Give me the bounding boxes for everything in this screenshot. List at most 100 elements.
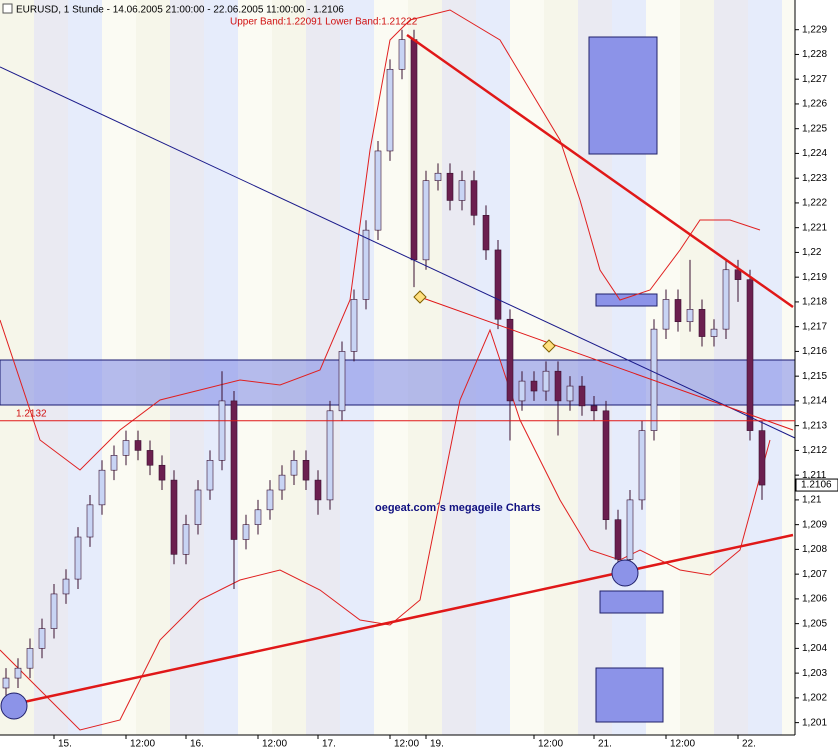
candle-body <box>482 215 490 251</box>
chart-title: EURUSD, 1 Stunde - 14.06.2005 21:00:00 -… <box>16 5 344 16</box>
candle-body <box>506 318 514 402</box>
candle-body <box>578 385 586 407</box>
box <box>599 590 664 614</box>
y-tick-label: 1,204 <box>802 643 827 654</box>
candle-body <box>518 380 526 402</box>
x-tick-label: 12:00 <box>670 739 695 750</box>
candle-body <box>230 400 238 540</box>
candle-body <box>50 593 58 629</box>
candle-body <box>614 519 622 560</box>
candle-body <box>302 460 310 481</box>
y-tick-label: 1,211 <box>802 470 827 481</box>
y-tick-label: 1,217 <box>802 321 827 332</box>
x-tick-label: 12:00 <box>262 739 287 750</box>
price-line-label: 1.2132 <box>16 408 47 419</box>
candle-body <box>638 430 646 501</box>
x-tick-label: 21. <box>598 739 612 750</box>
candle-body <box>38 628 46 649</box>
candle-body <box>662 299 670 330</box>
candle-body <box>710 328 718 337</box>
y-tick-label: 1,225 <box>802 123 827 134</box>
box <box>595 293 658 307</box>
y-tick-label: 1,205 <box>802 618 827 629</box>
candle-body <box>122 440 130 456</box>
candle-body <box>266 489 274 511</box>
last-price-label: 1.2106 <box>801 480 832 491</box>
candle-body <box>758 430 766 486</box>
y-tick-label: 1,227 <box>802 74 827 85</box>
y-tick-label: 1,22 <box>802 247 822 258</box>
candle-body <box>170 479 178 555</box>
candle-body <box>206 460 214 491</box>
y-tick-label: 1,228 <box>802 49 827 60</box>
candle-body <box>398 39 406 70</box>
indicator-label: Upper Band:1.22091 Lower Band:1.21222 <box>230 17 418 28</box>
candle-body <box>674 299 682 323</box>
box <box>588 36 658 155</box>
y-tick-label: 1,219 <box>802 272 827 283</box>
candle-body <box>698 309 706 337</box>
y-tick-label: 1,206 <box>802 594 827 605</box>
y-tick-label: 1,226 <box>802 99 827 110</box>
candle-body <box>446 172 454 201</box>
y-tick-label: 1,207 <box>802 569 827 580</box>
candle-body <box>2 677 10 689</box>
x-tick-label: 12:00 <box>130 739 155 750</box>
candle-body <box>146 450 154 466</box>
y-tick-label: 1,223 <box>802 173 827 184</box>
candle-body <box>158 464 166 481</box>
y-tick-label: 1,208 <box>802 544 827 555</box>
candle-body <box>134 440 142 451</box>
candle-body <box>434 172 442 181</box>
upper-band <box>0 9 761 471</box>
candle-body <box>746 279 754 431</box>
y-tick-label: 1,224 <box>802 148 827 159</box>
candle-body <box>98 469 106 506</box>
anchor <box>542 339 556 353</box>
x-tick-label: 16. <box>190 739 204 750</box>
candle-body <box>110 455 118 471</box>
y-tick-label: 1,21 <box>802 495 822 506</box>
candle-body <box>86 504 94 538</box>
candle-body <box>686 309 694 323</box>
x-axis-area <box>0 735 838 752</box>
candle-body <box>218 400 226 461</box>
x-tick-label: 17. <box>322 739 336 750</box>
candle-body <box>410 39 418 261</box>
candle-body <box>254 509 262 525</box>
x-tick-label: 12:00 <box>394 739 419 750</box>
candle-body <box>590 405 598 412</box>
x-tick-label: 19. <box>430 739 444 750</box>
candles <box>2 29 766 698</box>
lower-band <box>0 328 771 731</box>
y-tick-label: 1,203 <box>802 668 827 679</box>
candle-body <box>722 269 730 330</box>
candle-body <box>374 150 382 231</box>
box <box>595 667 664 723</box>
candle-body <box>62 578 70 595</box>
y-tick-label: 1,214 <box>802 396 827 407</box>
y-tick-label: 1,201 <box>802 717 827 728</box>
y-tick-label: 1,213 <box>802 420 827 431</box>
candle-body <box>422 180 430 261</box>
candle-body <box>470 180 478 216</box>
candle-body <box>362 229 370 300</box>
candle-body <box>542 370 550 392</box>
marker-circle <box>0 692 28 720</box>
trendline <box>9 533 794 707</box>
last-price-box <box>795 478 838 492</box>
candle-body <box>290 460 298 476</box>
y-tick-label: 1,221 <box>802 222 827 233</box>
candle-body <box>386 68 394 152</box>
candle-body <box>338 351 346 412</box>
x-tick-label: 15. <box>58 739 72 750</box>
icon <box>2 3 13 14</box>
candle-body <box>530 380 538 392</box>
candle-body <box>350 299 358 352</box>
y-tick-label: 1,215 <box>802 371 827 382</box>
candle-body <box>326 410 334 501</box>
x-tick-label: 12:00 <box>538 739 563 750</box>
y-tick-label: 1,218 <box>802 297 827 308</box>
